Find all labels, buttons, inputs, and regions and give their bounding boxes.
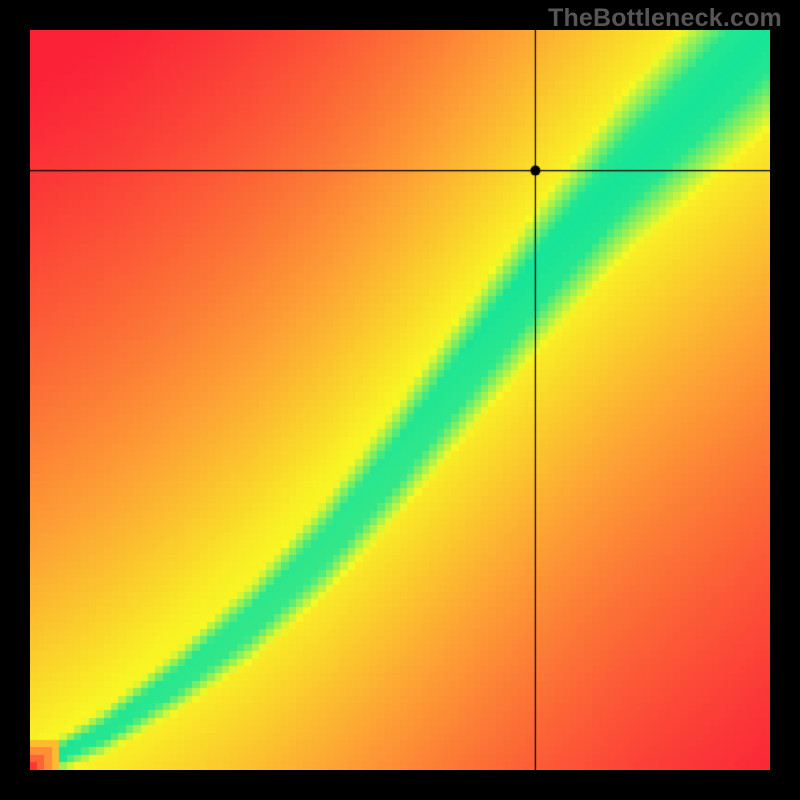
watermark-source: TheBottleneck.com (548, 4, 782, 33)
bottleneck-heatmap (30, 30, 770, 770)
